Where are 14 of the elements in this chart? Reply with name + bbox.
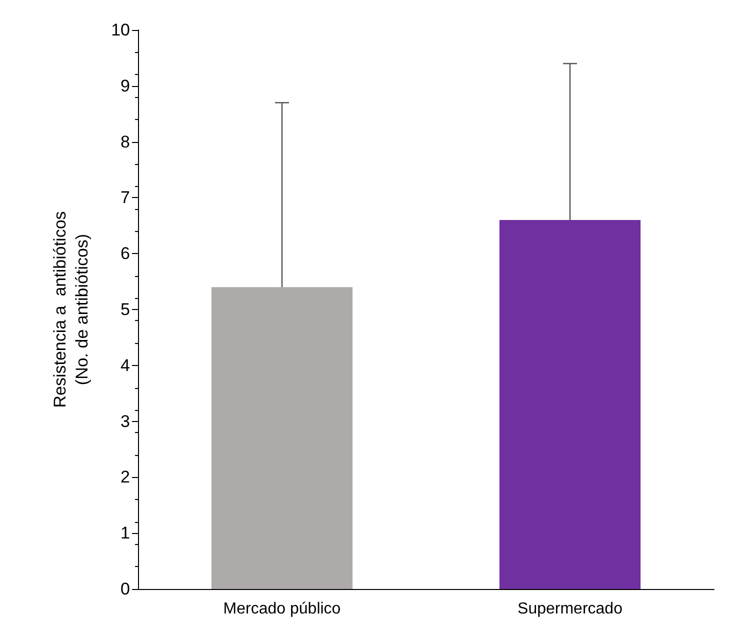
y-tick-label: 3: [120, 412, 130, 431]
x-tick-label: Mercado público: [223, 600, 341, 618]
y-tick-label: 0: [120, 580, 130, 598]
y-tick-label: 4: [120, 356, 130, 375]
y-tick-label: 8: [120, 132, 130, 152]
y-tick-label: 7: [120, 188, 130, 208]
y-tick-label: 2: [120, 468, 130, 487]
x-tick-label: Supermercado: [518, 600, 623, 618]
y-tick-label: 1: [120, 524, 130, 543]
y-axis-title: Resistencia a antibióticos (No. de antibióticos): [50, 211, 92, 408]
y-tick-label: 10: [111, 20, 130, 40]
y-tick-label: 9: [120, 76, 130, 96]
y-tick-label: 6: [120, 244, 130, 264]
y-tick-label: 5: [120, 300, 130, 319]
